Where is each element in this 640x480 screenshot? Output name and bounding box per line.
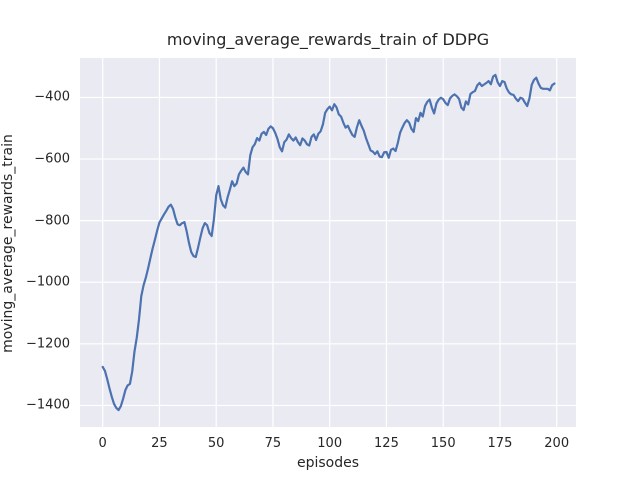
y-tick-label: −600 — [34, 151, 70, 167]
y-tick-label: −1200 — [26, 336, 70, 352]
x-tick-label: 125 — [374, 436, 399, 451]
x-tick-label: 150 — [430, 436, 456, 451]
x-tick-label: 0 — [98, 436, 107, 451]
plot-area — [80, 58, 576, 427]
axes-background — [80, 58, 576, 427]
x-tick-label: 175 — [487, 436, 513, 451]
y-axis-label: moving_average_rewards_train — [0, 134, 16, 353]
x-tick-label: 200 — [544, 436, 570, 451]
x-tick-label: 50 — [207, 436, 225, 451]
line-chart-canvas — [80, 58, 576, 427]
y-tick-label: −1400 — [26, 397, 70, 413]
x-tick-label: 25 — [151, 436, 168, 451]
y-tick-label: −1000 — [26, 274, 70, 290]
y-tick-label: −400 — [34, 89, 70, 105]
x-axis-label: episodes — [296, 455, 360, 471]
reward-series-line — [101, 73, 556, 412]
y-tick-label: −800 — [34, 213, 70, 229]
chart-title: moving_average_rewards_train of DDPG — [166, 30, 490, 49]
x-tick-label: 75 — [264, 436, 282, 451]
x-tick-label: 100 — [317, 436, 343, 451]
